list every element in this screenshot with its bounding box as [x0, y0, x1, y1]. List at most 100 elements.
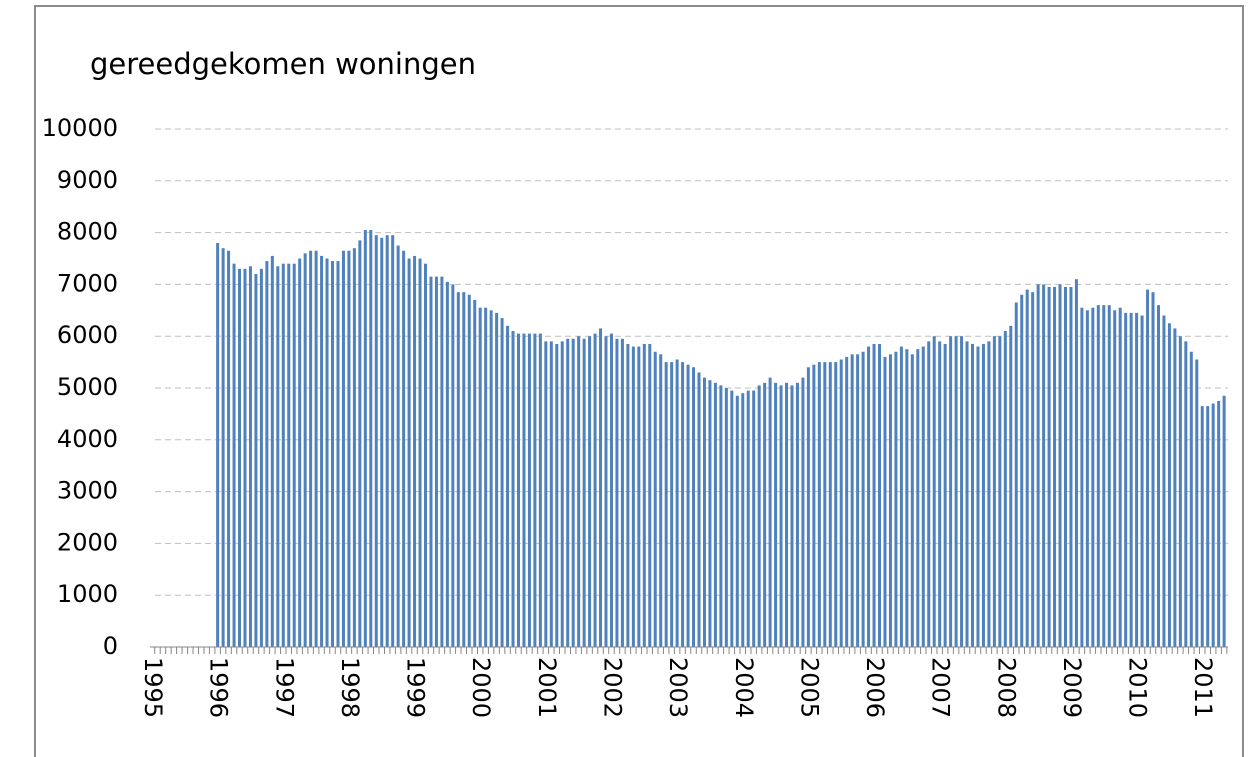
bar [1156, 305, 1160, 647]
bar [506, 325, 510, 647]
bar [675, 359, 679, 647]
y-tick-label: 7000 [57, 269, 118, 297]
bar [259, 268, 263, 647]
bar [341, 250, 345, 648]
bar [216, 242, 220, 647]
bar [686, 364, 690, 647]
chart-title: gereedgekomen woningen [90, 47, 476, 81]
bar [1085, 310, 1089, 647]
bar [331, 261, 335, 647]
bar [385, 235, 389, 647]
bar [314, 250, 318, 648]
bar [516, 333, 520, 647]
bar [1113, 310, 1117, 647]
bar [1167, 323, 1171, 647]
x-tick-label: 2003 [664, 657, 692, 718]
bar [637, 346, 641, 647]
x-tick-label: 1998 [336, 657, 364, 718]
y-tick-label: 10000 [42, 114, 118, 142]
bar [757, 385, 761, 647]
bar [795, 382, 799, 647]
bar [981, 343, 985, 647]
bar [664, 362, 668, 647]
bar [659, 354, 663, 647]
bar [626, 343, 630, 647]
frame [34, 5, 1244, 757]
x-tick-label: 2006 [861, 657, 889, 718]
bar [910, 354, 914, 647]
bar [631, 346, 635, 647]
bar [445, 281, 449, 647]
bar [571, 338, 575, 647]
bar [1124, 312, 1128, 647]
bar [883, 356, 887, 647]
bar [303, 253, 307, 647]
bar [358, 240, 362, 647]
bar [806, 367, 810, 647]
bar [872, 343, 876, 647]
bar [905, 349, 909, 647]
y-tick-label: 2000 [57, 528, 118, 556]
bar [287, 263, 291, 647]
bar [971, 343, 974, 647]
bar [867, 346, 871, 647]
x-tick-label: 2007 [927, 657, 955, 718]
bar [276, 266, 280, 647]
bar [325, 258, 329, 647]
bar [1047, 286, 1051, 647]
bar [281, 263, 285, 647]
bar [949, 336, 953, 647]
bar [489, 310, 493, 647]
bar [1003, 331, 1007, 647]
bar [1096, 305, 1100, 647]
bar [1014, 302, 1018, 647]
bar [593, 333, 597, 647]
bar [752, 390, 756, 647]
bar [724, 388, 728, 647]
bar [615, 338, 619, 647]
bar [801, 377, 805, 647]
x-tick-label: 2011 [1189, 657, 1217, 718]
bar [609, 333, 613, 647]
bar [1102, 305, 1106, 647]
bar [850, 354, 854, 647]
bar [648, 343, 652, 647]
y-tick-label: 1000 [57, 580, 118, 608]
bar [713, 382, 717, 647]
bar [462, 292, 466, 647]
bar [538, 333, 542, 647]
bar [785, 382, 789, 647]
bar [998, 336, 1002, 647]
y-tick-label: 6000 [57, 321, 118, 349]
bar [363, 230, 367, 647]
bar [1058, 284, 1062, 647]
bar [440, 276, 444, 647]
bar [976, 346, 980, 647]
bar [270, 255, 274, 647]
bar [320, 255, 324, 647]
bar [702, 377, 706, 647]
bar [232, 263, 236, 647]
bar [1069, 286, 1073, 647]
bar [418, 258, 422, 647]
bar [238, 268, 242, 647]
bar [527, 333, 531, 647]
x-tick-label: 2010 [1124, 657, 1152, 718]
bar [484, 307, 488, 647]
x-tick-label: 2002 [598, 657, 626, 718]
bar [265, 261, 269, 647]
bar [424, 263, 427, 647]
bar [653, 351, 657, 647]
bar [878, 343, 882, 647]
bar [899, 346, 903, 647]
bar [1222, 395, 1226, 647]
bar [1063, 286, 1067, 647]
bar [779, 385, 783, 647]
bar [1107, 305, 1111, 647]
bar [1135, 312, 1139, 647]
bar [954, 336, 958, 647]
bar [834, 362, 838, 647]
bar [817, 362, 821, 647]
